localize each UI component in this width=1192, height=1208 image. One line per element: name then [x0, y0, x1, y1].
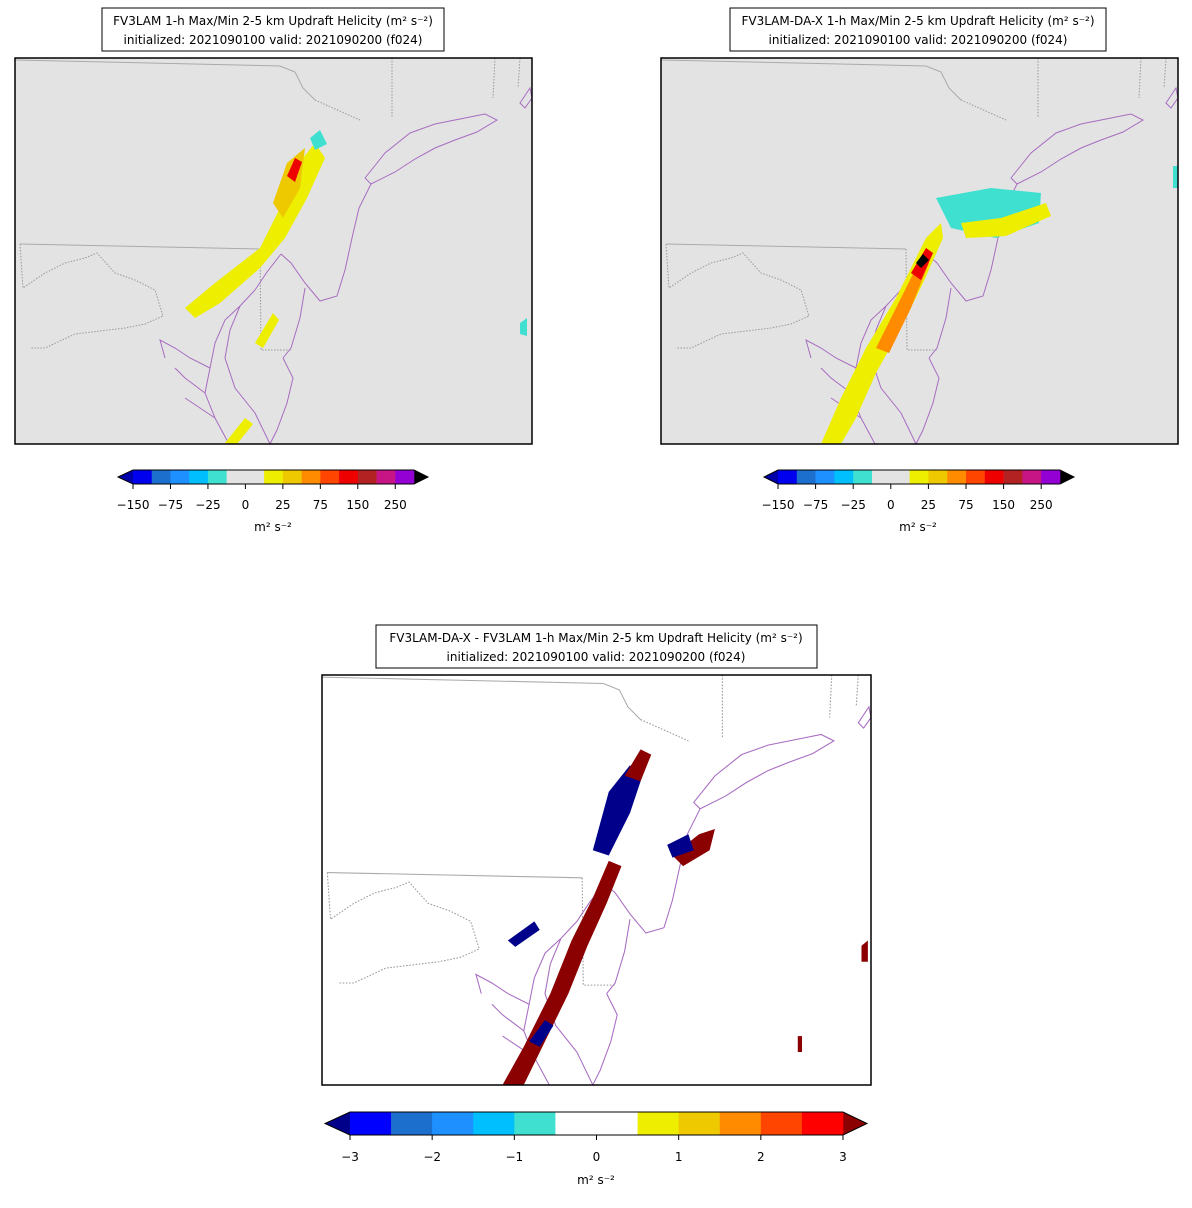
- title-box: [375, 624, 818, 669]
- colorbar-tick-label: 25: [275, 498, 290, 512]
- colorbar-tick-label: −25: [841, 498, 866, 512]
- colorbar-box: [1003, 470, 1023, 484]
- map-frame: [321, 674, 872, 1086]
- colorbar-box: [719, 1112, 762, 1135]
- colorbar-box: [350, 1112, 392, 1135]
- panel-1: FV3LAM 1-h Max/Min 2-5 km Updraft Helici…: [14, 7, 533, 445]
- colorbar-label: m² s⁻²: [577, 1173, 615, 1187]
- map-frame: [14, 57, 533, 445]
- colorbar-tick-label: 3: [839, 1150, 847, 1164]
- panel-title: FV3LAM-DA-X - FV3LAM 1-h Max/Min 2-5 km …: [389, 631, 802, 645]
- panel-title: FV3LAM 1-h Max/Min 2-5 km Updraft Helici…: [113, 14, 433, 28]
- colorbar-tick-label: 0: [593, 1150, 601, 1164]
- colorbar-tick-label: −25: [195, 498, 220, 512]
- colorbar-box: [376, 470, 396, 484]
- colorbar-extend-over: [1060, 470, 1074, 484]
- colorbar-label: m² s⁻²: [899, 520, 937, 534]
- colorbar-extend-over: [843, 1112, 867, 1135]
- colorbar-box: [984, 470, 1004, 484]
- colorbar-tick-label: 75: [958, 498, 973, 512]
- colorbar-label: m² s⁻²: [254, 520, 292, 534]
- colorbar-tick-label: −75: [803, 498, 828, 512]
- colorbar-box: [514, 1112, 556, 1135]
- panel-3: FV3LAM-DA-X - FV3LAM 1-h Max/Min 2-5 km …: [321, 624, 872, 1086]
- colorbar-tick-label: −75: [158, 498, 183, 512]
- colorbar-extend-under: [325, 1112, 350, 1135]
- colorbar-box: [596, 1112, 638, 1135]
- colorbar-tick-label: 250: [1030, 498, 1053, 512]
- colorbar-box: [834, 470, 854, 484]
- map-background: [322, 675, 871, 1085]
- panel-2: FV3LAM-DA-X 1-h Max/Min 2-5 km Updraft H…: [660, 7, 1179, 445]
- colorbar-box: [207, 470, 227, 484]
- colorbar-box: [928, 470, 948, 484]
- colorbar-outline: [116, 469, 430, 485]
- colorbar-tick-label: −3: [341, 1150, 359, 1164]
- colorbar-box: [801, 1112, 844, 1135]
- colorbar-tick-label: 150: [992, 498, 1015, 512]
- colorbar-tick-label: −2: [423, 1150, 441, 1164]
- colorbar-extend-over: [414, 470, 428, 484]
- colorbar-box: [339, 470, 359, 484]
- panel-title: FV3LAM-DA-X 1-h Max/Min 2-5 km Updraft H…: [741, 14, 1094, 28]
- colorbar-box: [226, 470, 246, 484]
- colorbar-box: [357, 470, 377, 484]
- colorbar-box: [890, 470, 910, 484]
- title-box: [729, 7, 1107, 52]
- colorbar-box: [555, 1112, 597, 1135]
- title-box: [101, 7, 445, 52]
- map-frame: [660, 57, 1179, 445]
- colorbar-box: [151, 470, 171, 484]
- colorbar-box: [853, 470, 873, 484]
- colorbar-tick-label: 0: [887, 498, 895, 512]
- colorbar-box: [966, 470, 986, 484]
- colorbar-box: [395, 470, 415, 484]
- colorbar-box: [796, 470, 816, 484]
- colorbar-box: [1041, 470, 1061, 484]
- colorbar-box: [815, 470, 835, 484]
- colorbar-box: [391, 1112, 433, 1135]
- colorbar-box: [320, 470, 340, 484]
- colorbar-tick-label: 75: [313, 498, 328, 512]
- colorbar-extend-under: [764, 470, 778, 484]
- colorbar-box: [678, 1112, 721, 1135]
- colorbar-box: [872, 470, 892, 484]
- colorbar-box: [170, 470, 190, 484]
- colorbar-outline: [762, 469, 1076, 485]
- colorbar-box: [432, 1112, 474, 1135]
- colorbar-box: [947, 470, 967, 484]
- colorbar-box: [301, 470, 321, 484]
- colorbar-tick-label: 150: [346, 498, 369, 512]
- colorbar-extend-under: [118, 470, 133, 484]
- colorbar-box: [189, 470, 209, 484]
- colorbar-tick-label: −150: [117, 498, 150, 512]
- colorbar-tick-label: 250: [384, 498, 407, 512]
- panel-subtitle: initialized: 2021090100 valid: 202109020…: [447, 650, 746, 664]
- panel-subtitle: initialized: 2021090100 valid: 202109020…: [769, 33, 1068, 47]
- colorbar-box: [637, 1112, 679, 1135]
- colorbar-tick-label: 2: [757, 1150, 765, 1164]
- colorbar-box: [760, 1112, 803, 1135]
- colorbar-tick-label: 0: [242, 498, 250, 512]
- colorbar-box: [282, 470, 302, 484]
- colorbar-box: [1022, 470, 1042, 484]
- colorbar-tick-label: −150: [762, 498, 795, 512]
- colorbar-box: [133, 470, 153, 484]
- colorbar-tick-label: 25: [921, 498, 936, 512]
- panel-subtitle: initialized: 2021090100 valid: 202109020…: [124, 33, 423, 47]
- colorbar-box: [264, 470, 284, 484]
- colorbar-box: [473, 1112, 515, 1135]
- colorbar-tick-label: 1: [675, 1150, 683, 1164]
- colorbar-box: [909, 470, 929, 484]
- colorbar-tick-label: −1: [505, 1150, 523, 1164]
- colorbar-box: [778, 470, 798, 484]
- colorbar-box: [245, 470, 265, 484]
